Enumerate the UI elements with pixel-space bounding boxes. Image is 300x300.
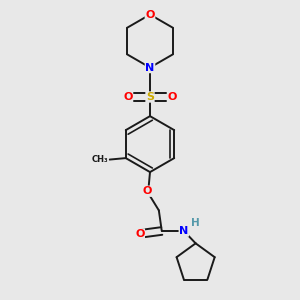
Text: CH₃: CH₃ — [92, 155, 108, 164]
Text: H: H — [191, 218, 200, 228]
Text: O: O — [123, 92, 133, 102]
Text: O: O — [142, 186, 152, 196]
Text: N: N — [146, 63, 154, 73]
Text: N: N — [179, 226, 188, 236]
Text: O: O — [167, 92, 177, 102]
Text: O: O — [135, 229, 144, 239]
Text: S: S — [146, 92, 154, 102]
Text: O: O — [145, 10, 155, 20]
